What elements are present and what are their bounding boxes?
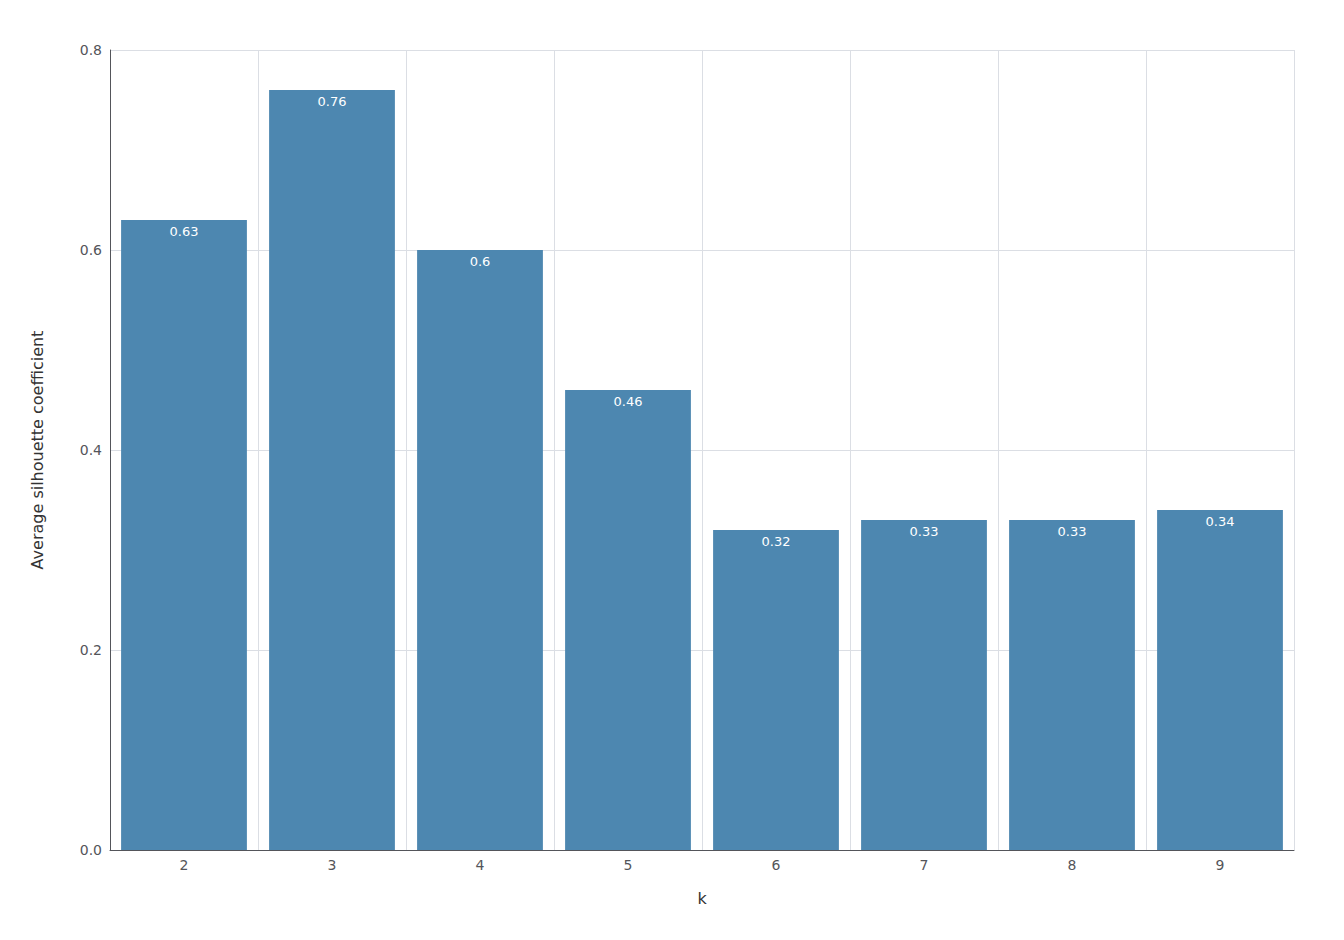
svg-text:8: 8	[1068, 857, 1077, 873]
svg-text:0.6: 0.6	[80, 242, 102, 258]
svg-text:0.0: 0.0	[80, 842, 102, 858]
svg-text:0.6: 0.6	[470, 254, 491, 269]
svg-text:0.33: 0.33	[1058, 524, 1087, 539]
svg-text:4: 4	[476, 857, 485, 873]
svg-text:2: 2	[180, 857, 189, 873]
svg-text:k: k	[697, 889, 707, 908]
svg-text:0.34: 0.34	[1206, 514, 1235, 529]
svg-text:6: 6	[772, 857, 781, 873]
svg-text:0.76: 0.76	[318, 94, 347, 109]
svg-text:Average silhouette coefficient: Average silhouette coefficient	[28, 331, 47, 570]
svg-text:0.46: 0.46	[614, 394, 643, 409]
svg-text:0.2: 0.2	[80, 642, 102, 658]
svg-text:3: 3	[328, 857, 337, 873]
svg-text:0.63: 0.63	[170, 224, 199, 239]
svg-text:0.8: 0.8	[80, 42, 102, 58]
svg-text:5: 5	[624, 857, 633, 873]
svg-text:0.4: 0.4	[80, 442, 102, 458]
svg-text:0.32: 0.32	[762, 534, 791, 549]
svg-text:9: 9	[1216, 857, 1225, 873]
svg-text:7: 7	[920, 857, 929, 873]
svg-text:0.33: 0.33	[910, 524, 939, 539]
